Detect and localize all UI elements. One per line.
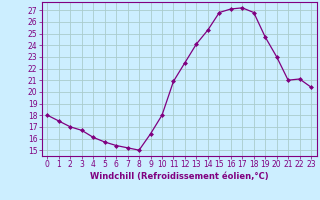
X-axis label: Windchill (Refroidissement éolien,°C): Windchill (Refroidissement éolien,°C) bbox=[90, 172, 268, 181]
